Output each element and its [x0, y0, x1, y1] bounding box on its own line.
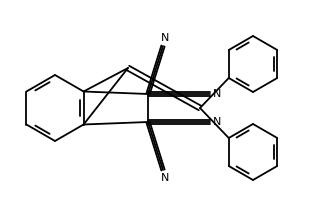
Text: N: N [213, 117, 221, 127]
Text: N: N [161, 33, 169, 43]
Text: N: N [213, 89, 221, 99]
Text: N: N [161, 173, 169, 183]
